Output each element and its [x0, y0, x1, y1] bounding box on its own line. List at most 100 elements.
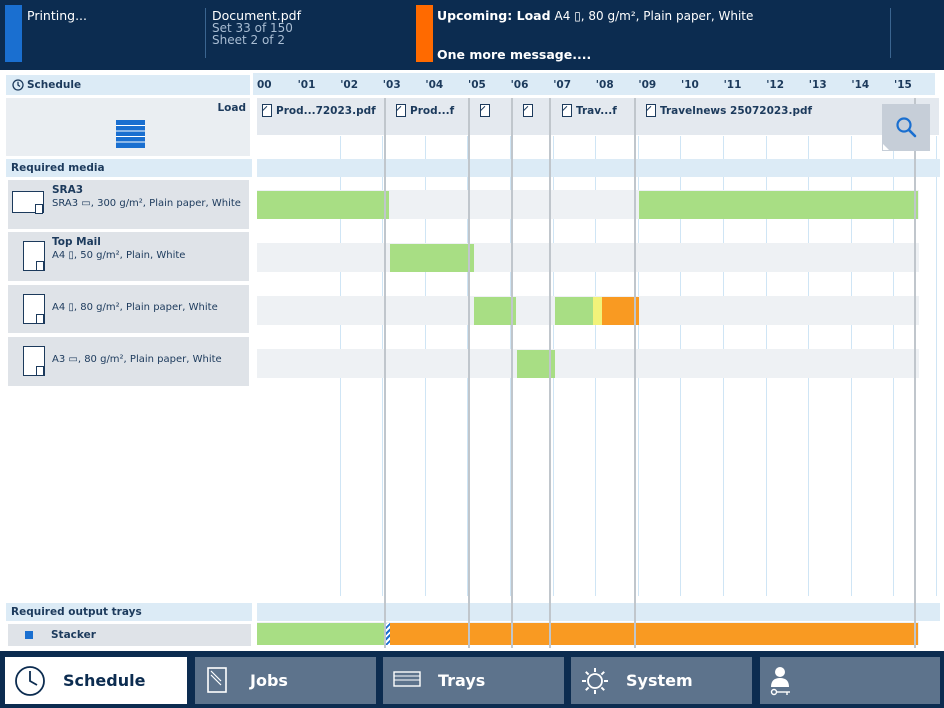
additional-message[interactable]: One more message.... [437, 47, 592, 62]
tab-label: Trays [438, 671, 486, 690]
tab-schedule[interactable]: Schedule [5, 657, 187, 704]
current-document-name: Document.pdf [212, 8, 302, 23]
status-bar: Printing... Document.pdf Set 33 of 150 S… [0, 0, 944, 70]
timeline-tick: '05 [468, 79, 486, 91]
required-media-header: Required media [6, 159, 252, 177]
upcoming-message[interactable]: Upcoming: Load A4 ▯, 80 g/m², Plain pape… [437, 8, 753, 23]
stacker-icon [25, 631, 33, 639]
timeline-tick: '14 [851, 79, 870, 91]
corner-marker [883, 144, 889, 150]
timeline-tick: '03 [382, 79, 401, 91]
media-item-a4-80[interactable]: A4 ▯, 80 g/m², Plain paper, White [8, 285, 249, 333]
job-tile-band [257, 98, 939, 135]
output-bar-warning[interactable] [390, 623, 918, 645]
timeline-tick: '12 [766, 79, 785, 91]
timeline-tick: '08 [595, 79, 614, 91]
tray-icon [393, 671, 421, 687]
document-icon [396, 104, 406, 117]
output-bar-transition [384, 623, 390, 645]
upcoming-detail: A4 ▯, 80 g/m², Plain paper, White [554, 9, 754, 23]
paper-stack-icon [116, 120, 145, 148]
document-icon [562, 104, 572, 117]
tab-label: Schedule [63, 671, 146, 690]
media-bar[interactable] [517, 350, 555, 378]
load-label: Load [217, 102, 246, 114]
job-boundary [468, 98, 470, 648]
job-label: Trav...f [576, 105, 617, 117]
job-label: Prod...f [410, 105, 455, 117]
tab-jobs[interactable]: Jobs [195, 657, 376, 704]
schedule-title: Schedule [27, 79, 82, 91]
timeline-tick: '06 [510, 79, 529, 91]
job-tile[interactable]: Prod...72023.pdf [262, 104, 376, 117]
document-icon [646, 104, 656, 117]
tray-portrait-icon [23, 241, 45, 271]
job-boundary [511, 98, 513, 648]
job-tile[interactable]: Prod...f [396, 104, 454, 117]
document-icon [207, 667, 227, 693]
required-output-trays-header: Required output trays [6, 603, 252, 621]
media-bar[interactable] [257, 191, 389, 219]
current-set-info: Set 33 of 150 [212, 21, 293, 35]
job-boundary [914, 98, 916, 648]
timeline-tick: 00 [257, 79, 272, 91]
tray-portrait-icon [23, 346, 45, 376]
schedule-header: Schedule [6, 75, 250, 95]
media-bar[interactable] [474, 297, 516, 325]
media-bar[interactable] [390, 244, 474, 272]
media-header-band [257, 159, 940, 177]
tab-trays[interactable]: Trays [383, 657, 564, 704]
timeline-tick: '04 [425, 79, 444, 91]
printing-status-label: Printing... [27, 8, 88, 23]
status-divider [205, 8, 206, 58]
media-spec: SRA3 ▭, 300 g/m², Plain paper, White [52, 198, 241, 209]
output-bar[interactable] [257, 623, 384, 645]
document-icon [523, 104, 533, 117]
document-icon [480, 104, 490, 117]
job-boundary [549, 98, 551, 648]
media-lane-4 [257, 349, 919, 378]
tab-system[interactable]: System [571, 657, 752, 704]
timeline-tick: '11 [723, 79, 742, 91]
bottom-navigation: Schedule Jobs Trays System [0, 651, 944, 708]
media-bar-caution[interactable] [593, 297, 602, 325]
zoom-search-button[interactable] [882, 104, 930, 151]
job-label: Travelnews 25072023.pdf [660, 105, 813, 117]
timeline-tick: '02 [340, 79, 359, 91]
status-divider-right [890, 8, 891, 58]
media-bar[interactable] [555, 297, 593, 325]
tab-label: System [626, 671, 693, 690]
media-bar-warning[interactable] [602, 297, 639, 325]
printing-status-indicator [5, 5, 22, 62]
load-panel: Load [6, 98, 250, 156]
job-boundary [384, 98, 386, 648]
job-tile[interactable]: Travelnews 25072023.pdf [646, 104, 812, 117]
media-bar[interactable] [639, 191, 918, 219]
job-tile[interactable] [480, 104, 494, 117]
timeline-tick: '15 [894, 79, 912, 91]
user-key-icon [770, 667, 790, 696]
gear-icon [582, 668, 608, 694]
media-item-a3-80[interactable]: A3 ▭, 80 g/m², Plain paper, White [8, 337, 249, 386]
timeline-header [253, 73, 935, 95]
output-tray-stacker[interactable]: Stacker [8, 624, 251, 646]
job-boundary [634, 98, 636, 648]
output-header-band [257, 603, 940, 621]
job-tile[interactable] [523, 104, 537, 117]
media-name: Top Mail [52, 236, 101, 248]
clock-icon [15, 666, 45, 696]
timeline-gridline [936, 136, 937, 596]
job-tile[interactable]: Trav...f [562, 104, 617, 117]
media-item-top-mail[interactable]: Top Mail A4 ▯, 50 g/m², Plain, White [8, 232, 249, 281]
tab-user[interactable] [760, 657, 940, 704]
tray-landscape-icon [12, 191, 44, 214]
current-sheet-info: Sheet 2 of 2 [212, 33, 285, 47]
upcoming-warning-indicator [416, 5, 433, 62]
timeline-tick: '01 [297, 79, 316, 91]
clock-icon [12, 79, 24, 91]
timeline-tick: '13 [808, 79, 827, 91]
media-item-sra3[interactable]: SRA3 SRA3 ▭, 300 g/m², Plain paper, Whit… [8, 180, 249, 229]
timeline-tick: '07 [553, 79, 572, 91]
job-label: Prod...72023.pdf [276, 105, 376, 117]
media-spec: A4 ▯, 80 g/m², Plain paper, White [52, 302, 218, 313]
